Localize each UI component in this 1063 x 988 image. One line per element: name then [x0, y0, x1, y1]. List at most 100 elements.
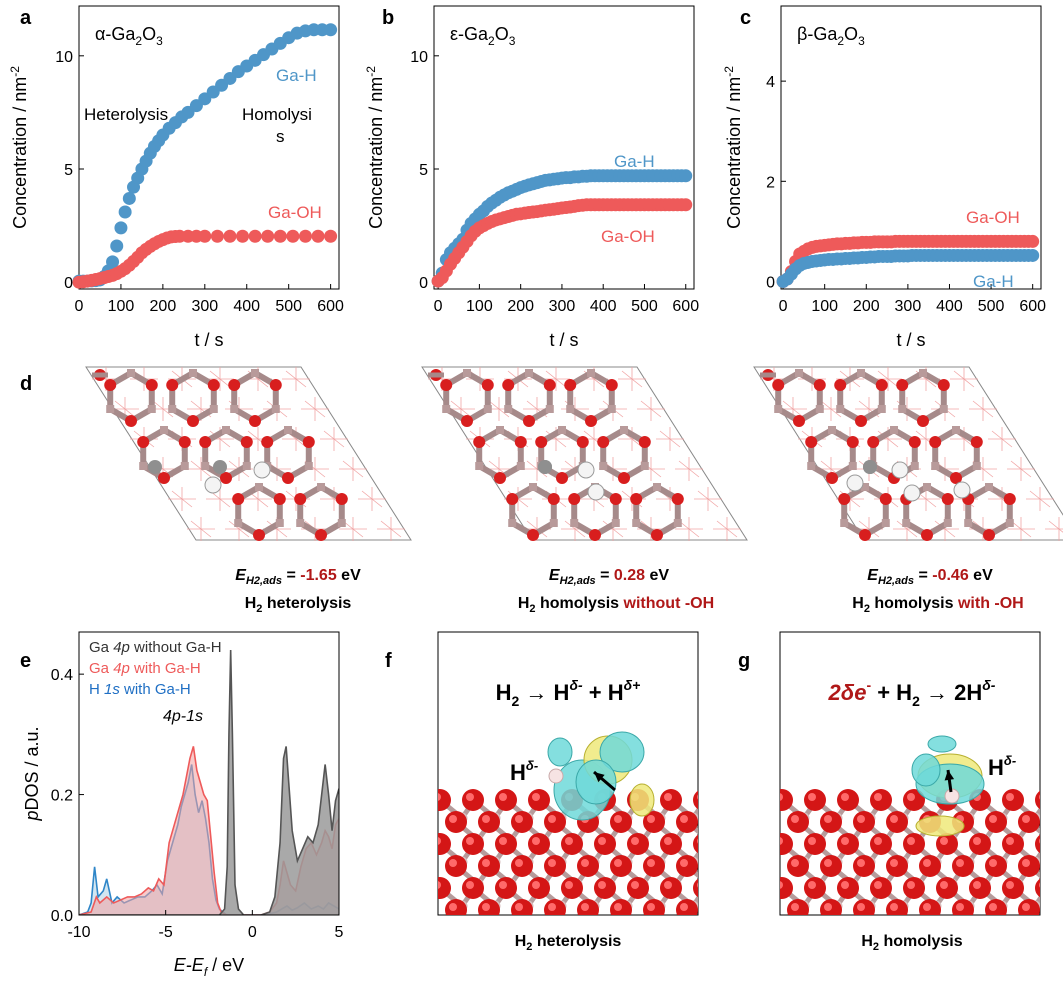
ga-atom: [898, 405, 907, 413]
background-bond: [206, 487, 234, 511]
o-atom: [676, 855, 698, 877]
o-atom: [523, 415, 535, 427]
o-atom: [253, 529, 265, 541]
ga-atom: [317, 483, 325, 491]
ga-atom: [504, 405, 513, 413]
x-tick-label-c: 400: [936, 298, 963, 315]
o-atom: [1002, 833, 1024, 855]
o-atom-highlight: [466, 793, 474, 801]
pdos-ga4p-without-area: [79, 650, 339, 915]
o-atom-highlight: [808, 837, 816, 845]
x-tick-label-c: 600: [1019, 298, 1046, 315]
background-bond: [1007, 517, 1035, 541]
ga-atom: [508, 519, 517, 527]
o-atom: [859, 529, 871, 541]
slab-bond: [709, 908, 723, 928]
o-atom-highlight: [824, 859, 832, 867]
slab-bond: [709, 820, 723, 840]
o-atom-highlight: [631, 881, 639, 889]
o-atom-highlight: [874, 793, 882, 801]
background-bond: [988, 427, 1016, 451]
ga-atom: [721, 857, 732, 868]
y-axis-label-a: Concentration / nm-2: [8, 66, 30, 229]
charge-depletion-lobe: [927, 735, 957, 753]
o-atom: [1018, 855, 1040, 877]
o-atom: [985, 811, 1007, 833]
o-atom: [855, 415, 867, 427]
data-point-ga-oh: [198, 229, 212, 243]
data-point-ga-oh: [311, 229, 325, 243]
data-point-ga-h: [1026, 248, 1040, 262]
ga-atom: [160, 426, 168, 434]
ga-atom: [139, 462, 148, 470]
annotation-homolysis-tail: s: [276, 127, 285, 146]
o-atom: [461, 415, 473, 427]
o-atom: [610, 855, 632, 877]
o-atom: [853, 855, 875, 877]
o-atom: [462, 833, 484, 855]
ga-atom: [483, 405, 492, 413]
o-atom: [511, 899, 533, 915]
o-atom: [772, 379, 785, 391]
caption-g: H2 homolysis: [861, 933, 962, 953]
ga-atom: [931, 462, 940, 470]
o-atom: [952, 855, 974, 877]
slab-bond: [704, 888, 726, 906]
o-atom-highlight: [482, 859, 490, 867]
panel-label-a: a: [20, 7, 32, 29]
o-atom-highlight: [647, 859, 655, 867]
o-atom: [660, 877, 682, 899]
x-tick-label-a: 200: [150, 298, 177, 315]
chart-title-b: ε-Ga2O3: [450, 24, 516, 48]
o-atom: [438, 789, 451, 811]
legend-entry-1: Ga 4p with Ga-H: [89, 660, 201, 677]
chart-b: 0 100 200 300 400 500 600 0 5 10 t / s Concentratio…: [364, 5, 699, 350]
slab-bond: [720, 866, 742, 884]
x-tick-label-a: 400: [233, 298, 260, 315]
chart-title-a: α-Ga2O3: [95, 24, 163, 48]
ga-atom: [147, 405, 156, 413]
background-bond: [969, 397, 997, 421]
ga-atom: [840, 519, 849, 527]
o-atom: [870, 789, 892, 811]
x-tick-label-c: 300: [895, 298, 922, 315]
o-atom: [693, 790, 698, 810]
plot-frame-e: [78, 631, 340, 916]
o-atom: [445, 899, 467, 915]
o-atom-highlight: [890, 903, 898, 911]
o-atom: [627, 833, 649, 855]
chart-e: -10 -5 0 5 0.0 0.2 0.4 E-Ef / eV pDOS / a.u. Ga 4…: [22, 631, 344, 979]
o-atom-highlight: [482, 815, 490, 823]
o-atom-highlight: [614, 815, 622, 823]
data-point-ga-h: [110, 239, 124, 253]
panel-label-c: c: [740, 7, 751, 29]
o-atom: [125, 415, 137, 427]
o-atom: [528, 877, 550, 899]
ga-atom: [607, 405, 616, 413]
o-atom: [886, 899, 908, 915]
structure-3: [753, 366, 1063, 541]
o-atom: [903, 833, 925, 855]
o-atom: [605, 379, 618, 391]
panel-label-e: e: [20, 650, 31, 672]
ga-atom: [828, 426, 836, 434]
ga-atom: [919, 369, 927, 377]
o-atom: [1035, 834, 1040, 854]
x-tick-label-b: 100: [466, 298, 493, 315]
ga-atom: [952, 426, 960, 434]
o-atom: [820, 855, 842, 877]
o-atom: [921, 529, 933, 541]
o-atom: [638, 436, 651, 448]
ga-atom: [881, 519, 890, 527]
o-atom-highlight: [780, 837, 783, 845]
panel-label-f: f: [385, 650, 392, 672]
ga-atom: [815, 405, 824, 413]
o-atom-highlight: [791, 903, 799, 911]
o-atom-highlight: [791, 815, 799, 823]
structure-2: [421, 366, 748, 541]
ga-atom: [632, 519, 641, 527]
data-point-ga-oh: [210, 229, 224, 243]
ga-atom: [539, 923, 550, 934]
o-atom-highlight: [824, 903, 832, 911]
slab-bond: [1046, 844, 1063, 862]
